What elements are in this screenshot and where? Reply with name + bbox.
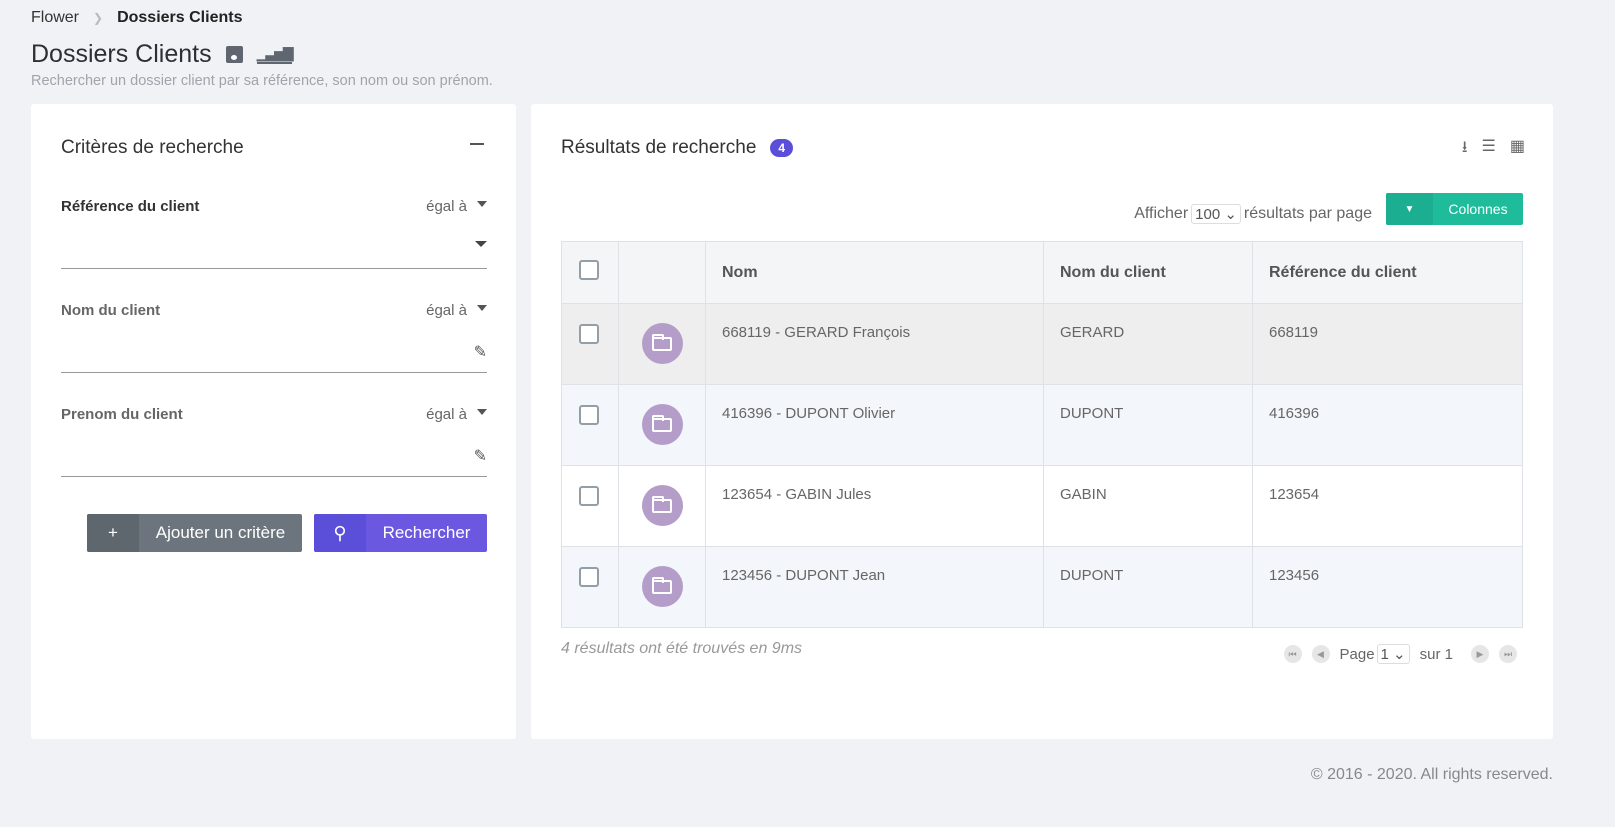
criterion-reference: Référence du client égal à (61, 198, 487, 269)
row-checkbox[interactable] (579, 486, 599, 506)
operator-dropdown[interactable]: égal à (426, 198, 487, 215)
page-value: 1 (1380, 646, 1389, 663)
column-header[interactable]: Référence du client (1252, 241, 1523, 304)
folder-icon (641, 323, 683, 364)
page-size-control: Afficher 100 ⌄ résultats par page (1134, 204, 1372, 224)
results-title: Résultats de recherche (561, 137, 757, 158)
list-view-icon[interactable]: ☰ (1481, 138, 1496, 155)
icon-cell (618, 546, 706, 628)
cell-nom-client: GABIN (1043, 465, 1253, 547)
results-panel: Résultats de recherche 4 ⭳ ☰ ▦ Afficher … (531, 104, 1553, 739)
cell-nom[interactable]: 123654 - GABIN Jules (705, 465, 1044, 547)
save-icon[interactable] (225, 46, 243, 63)
cell-nom-client: DUPONT (1043, 384, 1253, 466)
grid-view-icon[interactable]: ▦ (1509, 138, 1525, 155)
breadcrumb: Flower ❯ Dossiers Clients (31, 9, 242, 27)
cell-reference: 668119 (1252, 303, 1523, 385)
first-page-icon[interactable]: ⏮ (1283, 645, 1302, 663)
add-criterion-button[interactable]: + Ajouter un critère (87, 514, 302, 552)
criterion-nom: Nom du client égal à ✎ (61, 302, 487, 373)
cell-reference: 123654 (1252, 465, 1523, 547)
table-row[interactable]: 123654 - GABIN Jules GABIN 123654 (561, 465, 1523, 547)
row-checkbox[interactable] (579, 324, 599, 344)
operator-dropdown[interactable]: égal à (426, 406, 487, 423)
results-summary: 4 résultats ont été trouvés en 9ms (561, 640, 803, 657)
page-of-label: sur 1 (1419, 645, 1453, 663)
page-title-bar: Dossiers Clients ▁▃▅▇ (31, 40, 294, 69)
page-title: Dossiers Clients (31, 40, 212, 68)
search-label: Rechercher (382, 523, 471, 542)
columns-button[interactable]: ▼ Colonnes (1386, 193, 1523, 225)
folder-icon (641, 404, 683, 445)
cell-reference: 416396 (1252, 384, 1523, 466)
last-page-icon[interactable]: ⏭ (1499, 645, 1517, 663)
columns-label: Colonnes (1448, 201, 1508, 217)
page-size-value: 100 (1195, 206, 1221, 223)
row-checkbox[interactable] (579, 405, 599, 425)
edit-icon[interactable]: ✎ (473, 344, 487, 361)
cell-nom[interactable]: 416396 - DUPONT Olivier (705, 384, 1044, 466)
table-row[interactable]: 123456 - DUPONT Jean DUPONT 123456 (561, 546, 1523, 628)
select-cell (561, 465, 619, 547)
plus-icon: + (87, 514, 139, 552)
criteria-panel: Critères de recherche Référence du clien… (31, 104, 516, 739)
row-checkbox[interactable] (579, 567, 599, 587)
pagination: ⏮ ◀ Page 1 ⌄ sur 1 ▶ ⏭ (1283, 644, 1517, 664)
search-icon: ⚲ (314, 514, 366, 552)
chart-icon[interactable]: ▁▃▅▇ (256, 45, 294, 64)
cell-nom[interactable]: 668119 - GERARD François (705, 303, 1044, 385)
criteria-title: Critères de recherche (61, 137, 244, 158)
next-page-icon[interactable]: ▶ (1471, 645, 1489, 663)
cell-reference: 123456 (1252, 546, 1523, 628)
criterion-label: Nom du client (61, 302, 161, 319)
download-icon[interactable]: ⭳ (1461, 139, 1468, 156)
page-size-select[interactable]: 100 ⌄ (1191, 204, 1241, 224)
results-count-badge: 4 (770, 139, 794, 157)
page-select[interactable]: 1 ⌄ (1376, 644, 1410, 664)
caret-down-icon[interactable] (475, 241, 487, 253)
icon-cell (618, 303, 706, 385)
prev-page-icon[interactable]: ◀ (1311, 645, 1330, 663)
add-criterion-label: Ajouter un critère (155, 523, 286, 542)
icon-cell (618, 465, 706, 547)
select-all-cell (561, 241, 619, 304)
page-subtitle: Rechercher un dossier client par sa réfé… (31, 73, 493, 89)
results-title-row: Résultats de recherche 4 (561, 137, 794, 159)
breadcrumb-current: Dossiers Clients (117, 9, 243, 26)
operator-dropdown[interactable]: égal à (426, 302, 487, 319)
cell-nom[interactable]: 123456 - DUPONT Jean (705, 546, 1044, 628)
chevron-right-icon: ❯ (93, 11, 104, 25)
folder-icon (641, 566, 683, 607)
search-button[interactable]: ⚲ Rechercher (314, 514, 487, 552)
show-prefix: Afficher (1134, 205, 1189, 222)
icon-header (618, 241, 706, 304)
icon-cell (618, 384, 706, 466)
select-cell (561, 384, 619, 466)
criterion-label: Prenom du client (61, 406, 183, 423)
table-header: Nom Nom du client Référence du client (561, 241, 1523, 304)
table-row[interactable]: 668119 - GERARD François GERARD 668119 (561, 303, 1523, 385)
results-table: Nom Nom du client Référence du client 66… (561, 241, 1523, 628)
edit-icon[interactable]: ✎ (473, 448, 487, 465)
select-all-checkbox[interactable] (579, 260, 599, 280)
column-header[interactable]: Nom (705, 241, 1044, 304)
column-header[interactable]: Nom du client (1043, 241, 1253, 304)
page-label: Page (1339, 645, 1375, 663)
criterion-label: Référence du client (61, 198, 200, 215)
show-suffix: résultats par page (1243, 205, 1372, 222)
footer: © 2016 - 2020. All rights reserved. (1310, 766, 1553, 783)
caret-down-icon: ▼ (1386, 193, 1433, 225)
breadcrumb-root[interactable]: Flower (31, 9, 80, 26)
folder-icon (641, 485, 683, 526)
cell-nom-client: GERARD (1043, 303, 1253, 385)
select-cell (561, 303, 619, 385)
collapse-icon[interactable] (470, 143, 484, 145)
select-cell (561, 546, 619, 628)
cell-nom-client: DUPONT (1043, 546, 1253, 628)
criterion-prenom: Prenom du client égal à ✎ (61, 406, 487, 477)
view-toolbar: ⭳ ☰ ▦ (1462, 136, 1525, 163)
table-row[interactable]: 416396 - DUPONT Olivier DUPONT 416396 (561, 384, 1523, 466)
